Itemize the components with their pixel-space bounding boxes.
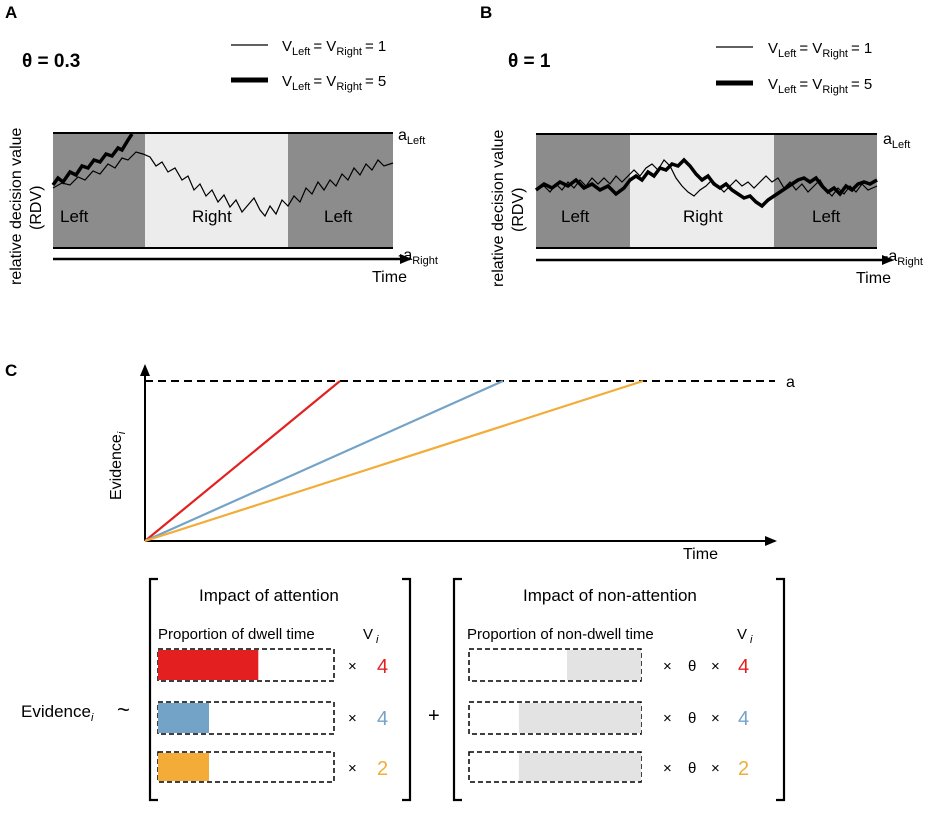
attention-bracket-right <box>402 577 412 802</box>
panel-b-theta: θ = 1 <box>508 51 551 72</box>
panel-c-threshold-label: a <box>786 374 795 391</box>
panel-c-orange-line <box>144 379 644 543</box>
times-symbol: × <box>348 760 357 777</box>
panel-a-thick-trajectory <box>51 133 134 187</box>
panel-b-ylabel: relative decision value <box>490 129 507 287</box>
theta-symbol: θ <box>688 658 696 675</box>
panel-c: C Evidencei Time a Evidencei ~ Impact of… <box>5 361 795 802</box>
legend-b-thin-label: VLeft = VRight = 1 <box>768 40 872 60</box>
panel-a-region-left-1 <box>53 133 145 248</box>
times-symbol: × <box>711 710 720 727</box>
panel-b-letter: B <box>480 3 492 22</box>
panel-a-region-label-2: Right <box>192 207 232 226</box>
panel-a-ylabel-rdv: (RDV) <box>28 186 45 230</box>
panel-a-region-left-2 <box>288 133 393 248</box>
panel-a-bottom-label: -aRight <box>398 247 438 267</box>
panel-b: B θ = 1 VLeft = VRight = 1 VLeft = VRight = … <box>480 3 923 287</box>
times-symbol: × <box>663 760 672 777</box>
panel-a-xlabel: Time <box>372 269 407 286</box>
panel-a-region-label-3: Left <box>324 207 353 226</box>
dwell-fill-red <box>158 650 259 680</box>
nondwell-fill <box>567 650 641 680</box>
times-symbol: × <box>348 710 357 727</box>
attention-row: × 2 <box>157 751 388 783</box>
dwell-label: Proportion of dwell time <box>158 626 315 643</box>
dwell-fill-blue <box>158 703 209 733</box>
legend-thick-label: VLeft = VRight = 5 <box>282 73 386 93</box>
attention-value-blue: 4 <box>377 708 388 730</box>
panel-c-red-line <box>144 380 341 542</box>
panel-a-letter: A <box>5 3 17 22</box>
panel-b-top-label: aLeft <box>883 131 910 151</box>
times-symbol: × <box>663 710 672 727</box>
dwell-fill-orange <box>158 753 209 781</box>
panel-b-bottom-label: -aRight <box>883 248 923 268</box>
panel-b-region-label-3: Left <box>812 207 841 226</box>
attention-title: Impact of attention <box>199 586 339 605</box>
panel-b-thick-trajectory <box>534 157 878 209</box>
nonattention-row: × θ × 4 <box>468 648 749 682</box>
panel-a-top-label: aLeft <box>398 127 425 147</box>
panel-a-legend: VLeft = VRight = 1 VLeft = VRight = 5 <box>231 38 386 93</box>
panel-a-theta: θ = 0.3 <box>22 51 80 72</box>
panel-b-legend: VLeft = VRight = 1 VLeft = VRight = 5 <box>716 40 872 96</box>
panel-a: A θ = 0.3 VLeft = VRight = 1 VLeft = VRight… <box>5 3 438 286</box>
nondwell-label: Proportion of non-dwell time <box>467 626 654 643</box>
times-symbol: × <box>711 760 720 777</box>
panel-c-xlabel: Time <box>683 546 718 563</box>
panel-c-blue-line <box>144 379 504 543</box>
plus-symbol: + <box>428 705 440 727</box>
panel-c-ylabel: Evidencei <box>108 431 128 500</box>
times-symbol: × <box>663 658 672 675</box>
nonattention-value-orange: 2 <box>738 758 749 780</box>
panel-b-region-right <box>630 134 774 248</box>
attention-value-red: 4 <box>377 656 388 678</box>
attention-row: × 4 <box>157 648 388 682</box>
panel-b-xlabel: Time <box>856 270 891 287</box>
evidence-label: Evidencei <box>21 702 94 724</box>
nondwell-fill <box>518 703 641 733</box>
nonattention-row: × θ × 2 <box>468 751 749 783</box>
tilde-symbol: ~ <box>117 697 130 722</box>
nonattention-row: × θ × 4 <box>468 701 749 735</box>
panel-c-letter: C <box>5 361 17 380</box>
nondwell-fill <box>518 753 641 781</box>
attention-bracket-left <box>148 577 158 802</box>
legend-b-thick-label: VLeft = VRight = 5 <box>768 76 872 96</box>
panel-a-region-label-1: Left <box>60 207 89 226</box>
theta-symbol: θ <box>688 710 696 727</box>
nonattention-bracket-right <box>776 577 786 802</box>
panel-a-thin-trajectory <box>52 151 394 218</box>
nonattention-bracket-left <box>452 577 462 802</box>
legend-thin-label: VLeft = VRight = 1 <box>282 38 386 58</box>
panel-b-ylabel-rdv: (RDV) <box>510 188 527 232</box>
attention-row: × 4 <box>157 701 388 735</box>
nonattention-value-red: 4 <box>738 656 749 678</box>
times-symbol: × <box>711 658 720 675</box>
panel-a-ylabel: relative decision value <box>8 127 25 285</box>
nonattention-value-blue: 4 <box>738 708 749 730</box>
panel-a-region-right <box>145 133 288 248</box>
panel-b-region-label-1: Left <box>561 207 590 226</box>
panel-b-region-label-2: Right <box>683 207 723 226</box>
times-symbol: × <box>348 658 357 675</box>
nonattention-title: Impact of non-attention <box>523 586 697 605</box>
attention-value-orange: 2 <box>377 758 388 780</box>
theta-symbol: θ <box>688 760 696 777</box>
